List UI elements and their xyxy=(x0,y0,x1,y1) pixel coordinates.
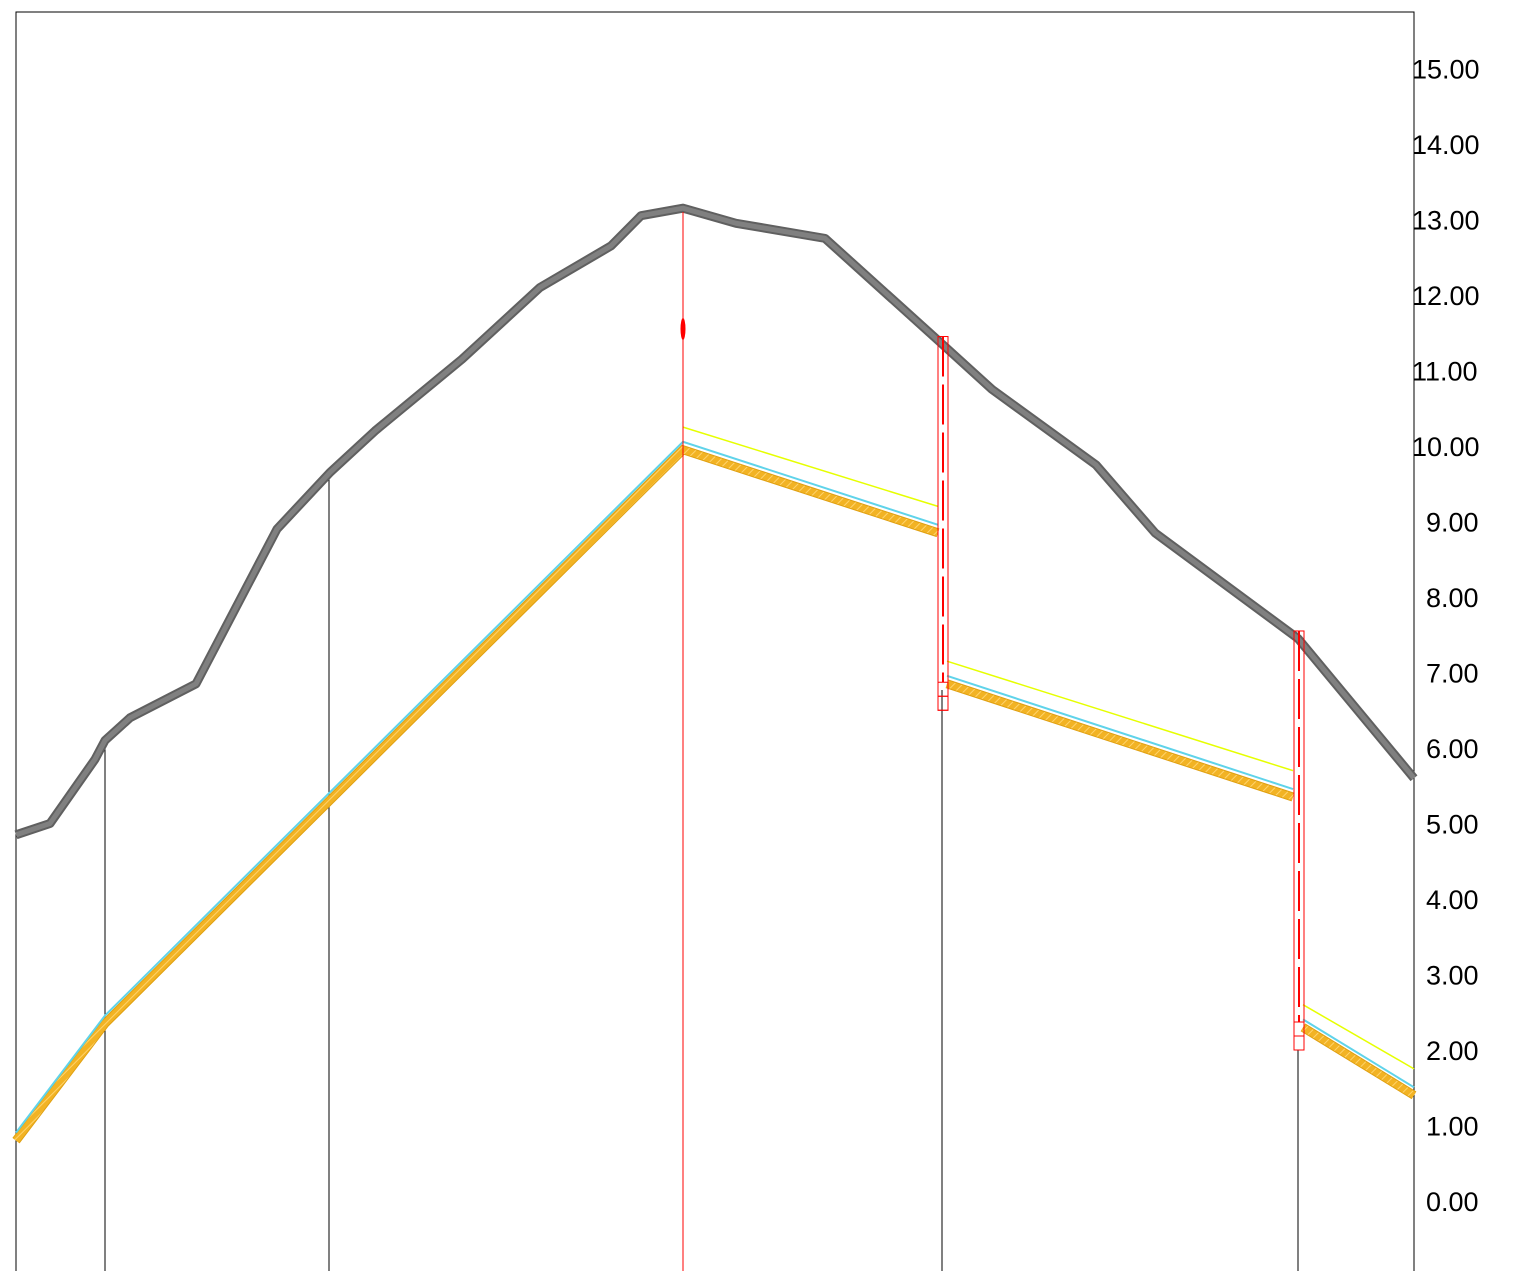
pipe-segment-3-water-line xyxy=(1302,1018,1415,1089)
pipe-segment-1-water-line xyxy=(15,440,939,1134)
tick-label-12: 12.00 xyxy=(1412,281,1480,311)
tick-label-2: 2.00 xyxy=(1426,1036,1479,1066)
drawing-frame xyxy=(15,11,1415,1271)
manhole-2-sump-lower xyxy=(1293,1035,1305,1051)
station-lines xyxy=(104,476,1299,1271)
manhole-1-sump-lower xyxy=(937,695,949,711)
high-point-marker xyxy=(680,317,686,340)
tick-label-14: 14.00 xyxy=(1412,130,1480,160)
tick-label-4: 4.00 xyxy=(1426,885,1479,915)
pipe-segment-1-yellow-line xyxy=(682,426,939,508)
pipe-segment-1-outline xyxy=(12,444,940,1144)
tick-label-9: 9.00 xyxy=(1426,508,1479,538)
tick-label-7: 7.00 xyxy=(1426,659,1479,689)
tick-label-1: 1.00 xyxy=(1426,1112,1479,1142)
tick-label-15: 15.00 xyxy=(1412,55,1480,85)
tick-label-13: 13.00 xyxy=(1412,206,1480,236)
pipe-segment-3-yellow-line xyxy=(1302,1004,1415,1070)
pipe-segment-2-fill xyxy=(945,680,1295,801)
pipe-segment-3-fill xyxy=(1301,1024,1416,1099)
tick-label-3: 3.00 xyxy=(1426,961,1479,991)
pipe-segment-2-yellow-line xyxy=(946,660,1294,772)
ground-surface-line xyxy=(14,203,1418,840)
pipe-segment-1-fill xyxy=(13,445,940,1143)
tick-label-6: 6.00 xyxy=(1426,734,1479,764)
tick-label-11: 11.00 xyxy=(1412,357,1478,387)
tick-label-0: 0.00 xyxy=(1426,1187,1479,1217)
pipe-profiles xyxy=(12,426,1417,1144)
manhole-shafts xyxy=(937,336,1305,1051)
tick-label-8: 8.00 xyxy=(1426,583,1479,613)
manhole-1-sump-upper xyxy=(937,681,949,697)
elevation-axis: 15.00 14.00 13.00 12.00 11.00 10.00 9.00… xyxy=(1412,55,1480,1218)
tick-label-10: 10.00 xyxy=(1412,432,1480,462)
pipe-segment-2-water-line xyxy=(946,674,1294,791)
ground-surface-highlight xyxy=(15,205,1416,838)
tick-label-5: 5.00 xyxy=(1426,810,1479,840)
